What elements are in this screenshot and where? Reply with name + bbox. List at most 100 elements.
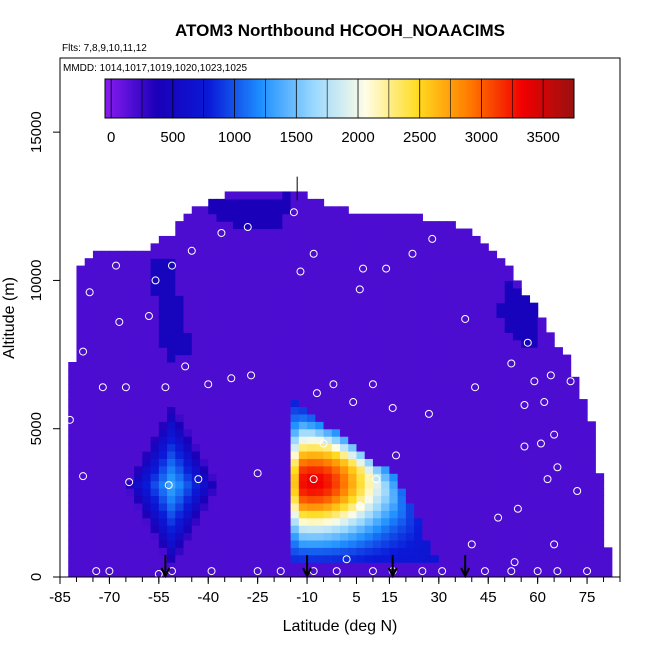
heatmap-cell: [480, 436, 489, 445]
colorbar-swatch: [561, 79, 565, 118]
heatmap-cell: [158, 532, 168, 541]
heatmap-cell: [496, 539, 506, 548]
heatmap-cell: [422, 347, 432, 356]
heatmap-cell: [117, 310, 127, 319]
heatmap-cell: [167, 473, 176, 482]
heatmap-cell: [455, 488, 465, 497]
sample-point: [408, 249, 417, 258]
x-tick-label: -55: [148, 589, 170, 606]
heatmap-cell: [101, 547, 111, 556]
heatmap-cell: [200, 213, 209, 222]
heatmap-cell: [134, 332, 143, 341]
heatmap-cell: [463, 465, 473, 474]
heatmap-cell: [512, 488, 522, 497]
heatmap-cell: [232, 361, 242, 370]
heatmap-cell: [397, 562, 407, 571]
heatmap-cell: [76, 495, 86, 504]
heatmap-cell: [331, 384, 341, 393]
colorbar-swatch: [139, 79, 143, 118]
sample-point: [428, 234, 437, 243]
heatmap-cell: [257, 273, 267, 282]
heatmap-cell: [298, 243, 308, 252]
heatmap-cell: [323, 473, 333, 482]
heatmap-cell: [265, 465, 275, 474]
heatmap-cell: [249, 502, 259, 511]
heatmap-cell: [249, 376, 259, 385]
heatmap-cell: [208, 525, 218, 534]
heatmap-cell: [307, 547, 316, 556]
heatmap-cell: [331, 250, 341, 259]
heatmap-cell: [554, 465, 563, 474]
heatmap-cell: [545, 525, 555, 534]
heatmap-cell: [381, 273, 391, 282]
heatmap-cell: [562, 421, 572, 430]
heatmap-cell: [241, 428, 251, 437]
heatmap-cell: [447, 495, 456, 504]
heatmap-cell: [364, 399, 374, 408]
heatmap-cell: [92, 273, 102, 282]
heatmap-cell: [331, 510, 341, 519]
heatmap-cell: [142, 532, 152, 541]
heatmap-cell: [208, 228, 218, 237]
heatmap-cell: [101, 399, 111, 408]
heatmap-cell: [447, 265, 456, 274]
heatmap-cell: [232, 488, 242, 497]
heatmap-cell: [430, 495, 440, 504]
heatmap-cell: [224, 465, 234, 474]
heatmap-cell: [76, 399, 86, 408]
heatmap-cell: [381, 302, 391, 311]
heatmap-cell: [537, 384, 547, 393]
heatmap-cell: [307, 436, 316, 445]
heatmap-cell: [134, 510, 143, 519]
colorbar-swatch: [334, 79, 338, 118]
colorbar-frame: [104, 78, 575, 119]
colorbar-swatch: [378, 79, 382, 118]
colorbar-swatch: [149, 79, 153, 118]
sample-point: [181, 362, 190, 371]
heatmap-cell: [257, 250, 267, 259]
sample-point: [438, 567, 447, 576]
heatmap-cell: [274, 525, 283, 534]
heatmap-cell: [109, 525, 119, 534]
heatmap-cell: [134, 391, 143, 400]
heatmap-cell: [587, 562, 596, 571]
heatmap-cell: [381, 428, 391, 437]
heatmap-cell: [323, 295, 333, 304]
heatmap-cell: [208, 413, 218, 422]
heatmap-cell: [488, 250, 498, 259]
heatmap-cell: [340, 280, 349, 289]
heatmap-cell: [265, 228, 275, 237]
heatmap-cell: [529, 310, 539, 319]
heatmap-cell: [167, 502, 176, 511]
heatmap-cell: [340, 243, 349, 252]
heatmap-cell: [397, 547, 407, 556]
heatmap-cell: [405, 221, 415, 230]
heatmap-cell: [381, 295, 391, 304]
heatmap-cell: [191, 413, 201, 422]
heatmap-cell: [315, 554, 325, 563]
heatmap-cell: [134, 317, 143, 326]
heatmap-cell: [216, 295, 226, 304]
heatmap-cell: [282, 525, 292, 534]
colorbar-swatch: [248, 79, 252, 118]
x-tick-label: 15: [381, 589, 398, 606]
colorbar-swatch: [433, 79, 437, 118]
heatmap-cell: [290, 391, 300, 400]
heatmap-cell: [249, 265, 259, 274]
heatmap-cell: [529, 532, 539, 541]
heatmap-cell: [348, 332, 358, 341]
sample-point: [253, 469, 262, 478]
colorbar-swatch: [499, 79, 503, 118]
heatmap-cell: [224, 539, 234, 548]
heatmap-cell: [488, 310, 498, 319]
heatmap-cell: [183, 213, 193, 222]
heatmap-cell: [545, 428, 555, 437]
heatmap-cell: [455, 295, 465, 304]
heatmap-cell: [595, 525, 605, 534]
heatmap-cell: [537, 525, 547, 534]
heatmap-cell: [158, 495, 168, 504]
heatmap-cell: [529, 517, 539, 526]
heatmap-cell: [348, 510, 358, 519]
heatmap-cell: [109, 310, 119, 319]
